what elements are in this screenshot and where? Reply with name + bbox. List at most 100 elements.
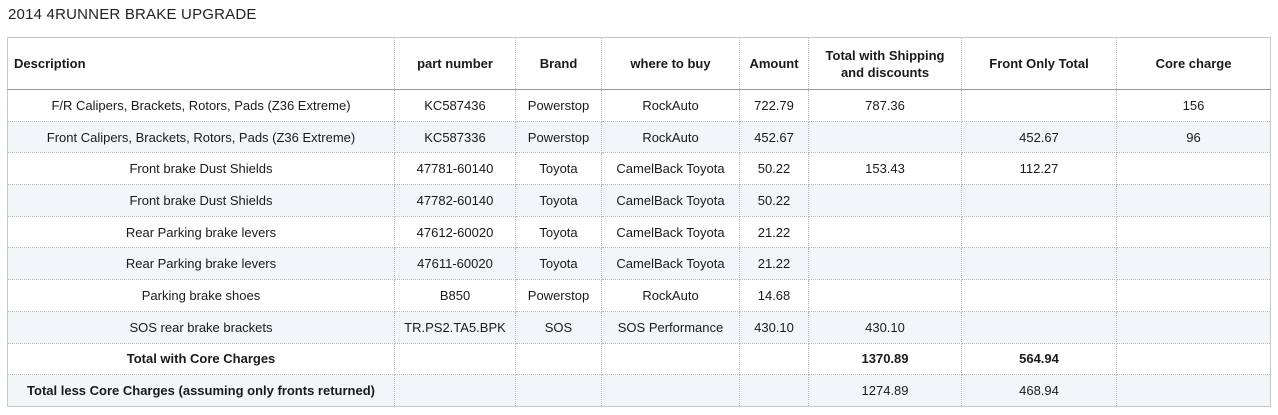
cell-front-only-total[interactable]: [961, 310, 1117, 344]
cell-brand[interactable]: Toyota: [515, 215, 602, 249]
brake-upgrade-table: Description part number Brand where to b…: [7, 37, 1271, 407]
cell-brand[interactable]: [515, 374, 602, 407]
total-less-core-row: Total less Core Charges (assuming only f…: [7, 374, 1271, 407]
cell-brand[interactable]: SOS: [515, 310, 602, 344]
col-header-part-number[interactable]: part number: [394, 37, 516, 90]
cell-where-to-buy[interactable]: RockAuto: [601, 120, 740, 154]
table-row: Front brake Dust Shields 47781-60140 Toy…: [7, 152, 1271, 186]
cell-core-charge[interactable]: 156: [1116, 89, 1271, 122]
cell-where-to-buy[interactable]: RockAuto: [601, 89, 740, 122]
cell-core-charge[interactable]: [1116, 279, 1271, 312]
cell-core-charge[interactable]: [1116, 184, 1271, 217]
col-header-front-only-total[interactable]: Front Only Total: [961, 37, 1117, 90]
cell-part-number[interactable]: 47782-60140: [394, 184, 516, 217]
cell-description[interactable]: Front brake Dust Shields: [7, 152, 395, 186]
cell-amount[interactable]: 452.67: [739, 120, 809, 154]
cell-amount[interactable]: 430.10: [739, 310, 809, 344]
cell-part-number[interactable]: KC587336: [394, 120, 516, 154]
cell-description[interactable]: Total less Core Charges (assuming only f…: [7, 374, 395, 407]
cell-brand[interactable]: Toyota: [515, 184, 602, 217]
cell-core-charge[interactable]: [1116, 342, 1271, 376]
cell-where-to-buy[interactable]: RockAuto: [601, 279, 740, 312]
cell-brand[interactable]: Toyota: [515, 247, 602, 281]
cell-front-only-total[interactable]: 112.27: [961, 152, 1117, 186]
table-row: F/R Calipers, Brackets, Rotors, Pads (Z3…: [7, 89, 1271, 122]
cell-total-shipping[interactable]: [808, 120, 962, 154]
cell-description[interactable]: Front brake Dust Shields: [7, 184, 395, 217]
cell-brand[interactable]: Toyota: [515, 152, 602, 186]
header-row: Description part number Brand where to b…: [7, 37, 1271, 90]
cell-where-to-buy[interactable]: SOS Performance: [601, 310, 740, 344]
cell-brand[interactable]: [515, 342, 602, 376]
cell-total-shipping[interactable]: 1274.89: [808, 374, 962, 407]
cell-front-only-total[interactable]: [961, 247, 1117, 281]
cell-front-only-total[interactable]: 468.94: [961, 374, 1117, 407]
cell-brand[interactable]: Powerstop: [515, 89, 602, 122]
cell-description[interactable]: Total with Core Charges: [7, 342, 395, 376]
cell-front-only-total[interactable]: [961, 184, 1117, 217]
cell-part-number[interactable]: 47611-60020: [394, 247, 516, 281]
cell-part-number[interactable]: [394, 342, 516, 376]
cell-front-only-total[interactable]: [961, 215, 1117, 249]
table-row: Rear Parking brake levers 47611-60020 To…: [7, 247, 1271, 281]
sheet-title: 2014 4RUNNER BRAKE UPGRADE: [8, 6, 257, 23]
cell-total-shipping[interactable]: [808, 184, 962, 217]
table-row: SOS rear brake brackets TR.PS2.TA5.BPK S…: [7, 310, 1271, 344]
cell-where-to-buy[interactable]: [601, 374, 740, 407]
cell-description[interactable]: Parking brake shoes: [7, 279, 395, 312]
cell-front-only-total[interactable]: 564.94: [961, 342, 1117, 376]
cell-total-shipping[interactable]: [808, 215, 962, 249]
cell-where-to-buy[interactable]: [601, 342, 740, 376]
cell-part-number[interactable]: TR.PS2.TA5.BPK: [394, 310, 516, 344]
cell-where-to-buy[interactable]: CamelBack Toyota: [601, 215, 740, 249]
cell-brand[interactable]: Powerstop: [515, 120, 602, 154]
cell-description[interactable]: SOS rear brake brackets: [7, 310, 395, 344]
cell-amount[interactable]: 21.22: [739, 247, 809, 281]
cell-core-charge[interactable]: [1116, 247, 1271, 281]
cell-part-number[interactable]: B850: [394, 279, 516, 312]
table-row: Front brake Dust Shields 47782-60140 Toy…: [7, 184, 1271, 217]
cell-description[interactable]: F/R Calipers, Brackets, Rotors, Pads (Z3…: [7, 89, 395, 122]
cell-brand[interactable]: Powerstop: [515, 279, 602, 312]
cell-total-shipping[interactable]: [808, 247, 962, 281]
cell-amount[interactable]: 50.22: [739, 152, 809, 186]
cell-core-charge[interactable]: [1116, 215, 1271, 249]
cell-amount[interactable]: 722.79: [739, 89, 809, 122]
table-row: Rear Parking brake levers 47612-60020 To…: [7, 215, 1271, 249]
cell-core-charge[interactable]: 96: [1116, 120, 1271, 154]
cell-description[interactable]: Rear Parking brake levers: [7, 215, 395, 249]
cell-where-to-buy[interactable]: CamelBack Toyota: [601, 184, 740, 217]
cell-part-number[interactable]: 47612-60020: [394, 215, 516, 249]
cell-part-number[interactable]: KC587436: [394, 89, 516, 122]
cell-total-shipping[interactable]: [808, 279, 962, 312]
cell-core-charge[interactable]: [1116, 310, 1271, 344]
col-header-total-shipping[interactable]: Total with Shipping and discounts: [808, 37, 962, 90]
cell-total-shipping[interactable]: 1370.89: [808, 342, 962, 376]
cell-front-only-total[interactable]: 452.67: [961, 120, 1117, 154]
cell-total-shipping[interactable]: 787.36: [808, 89, 962, 122]
cell-part-number[interactable]: [394, 374, 516, 407]
col-header-where-to-buy[interactable]: where to buy: [601, 37, 740, 90]
cell-amount[interactable]: [739, 342, 809, 376]
cell-part-number[interactable]: 47781-60140: [394, 152, 516, 186]
cell-amount[interactable]: 14.68: [739, 279, 809, 312]
col-header-brand[interactable]: Brand: [515, 37, 602, 90]
cell-front-only-total[interactable]: [961, 89, 1117, 122]
cell-description[interactable]: Rear Parking brake levers: [7, 247, 395, 281]
col-header-core-charge[interactable]: Core charge: [1116, 37, 1271, 90]
cell-total-shipping[interactable]: 153.43: [808, 152, 962, 186]
cell-total-shipping[interactable]: 430.10: [808, 310, 962, 344]
cell-core-charge[interactable]: [1116, 152, 1271, 186]
cell-description[interactable]: Front Calipers, Brackets, Rotors, Pads (…: [7, 120, 395, 154]
cell-amount[interactable]: [739, 374, 809, 407]
total-with-core-row: Total with Core Charges 1370.89 564.94: [7, 342, 1271, 376]
table-row: Front Calipers, Brackets, Rotors, Pads (…: [7, 120, 1271, 154]
cell-where-to-buy[interactable]: CamelBack Toyota: [601, 247, 740, 281]
cell-core-charge[interactable]: [1116, 374, 1271, 407]
cell-amount[interactable]: 50.22: [739, 184, 809, 217]
cell-amount[interactable]: 21.22: [739, 215, 809, 249]
col-header-description[interactable]: Description: [7, 37, 395, 90]
cell-where-to-buy[interactable]: CamelBack Toyota: [601, 152, 740, 186]
col-header-amount[interactable]: Amount: [739, 37, 809, 90]
cell-front-only-total[interactable]: [961, 279, 1117, 312]
